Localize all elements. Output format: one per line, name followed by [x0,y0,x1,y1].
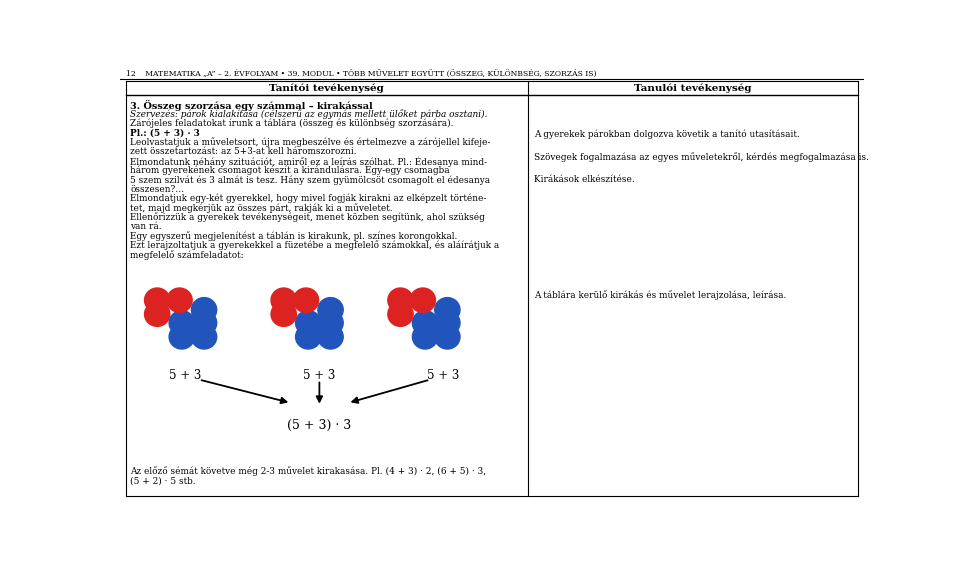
Text: összesen?…: összesen?… [131,185,184,194]
Text: A táblára kerülő kirákás és művelet lerajzolása, leírása.: A táblára kerülő kirákás és művelet lera… [534,290,786,300]
Text: van rá.: van rá. [131,222,162,231]
Ellipse shape [435,325,460,349]
Text: Kirákások elkészítése.: Kirákások elkészítése. [534,175,635,184]
Ellipse shape [294,288,319,312]
Ellipse shape [413,311,438,335]
Text: (5 + 3) · 3: (5 + 3) · 3 [287,419,351,432]
Text: Tanulói tevékenység: Tanulói tevékenység [635,83,752,93]
Text: (5 + 2) · 5 stb.: (5 + 2) · 5 stb. [131,477,196,486]
Text: 5 szem szilvát és 3 almát is tesz. Hány szem gyümölcsöt csomagolt el édesanya: 5 szem szilvát és 3 almát is tesz. Hány … [131,175,491,185]
Ellipse shape [271,302,297,327]
Ellipse shape [296,311,321,335]
Ellipse shape [435,298,460,322]
Text: Zárójeles feladatokat írunk a táblára (összeg és különbség szorzására).: Zárójeles feladatokat írunk a táblára (ö… [131,119,454,128]
Ellipse shape [191,311,217,335]
Ellipse shape [435,311,460,335]
Text: 5 + 3: 5 + 3 [169,368,202,381]
Text: Ellenőrizzük a gyerekek tevékenységeit, menet közben segítünk, ahol szükség: Ellenőrizzük a gyerekek tevékenységeit, … [131,213,486,222]
Text: 5 + 3: 5 + 3 [303,368,336,381]
Text: Leolvastatjuk a műveletsort, újra megbeszélve és értelmezve a zárójellel kifeje-: Leolvastatjuk a műveletsort, újra megbes… [131,138,491,147]
Text: Szervezés: párok kialakítása (célszerű az egymás mellett ülőket párba osztani).: Szervezés: párok kialakítása (célszerű a… [131,110,488,119]
Text: Pl.: (5 + 3) · 3: Pl.: (5 + 3) · 3 [131,128,201,138]
Ellipse shape [410,288,436,312]
Text: Szövegek fogalmazása az egyes műveletekről, kérdés megfogalmazása is.: Szövegek fogalmazása az egyes műveletekr… [534,152,869,162]
Text: 3. Összeg szorzása egy számmal – kirakással: 3. Összeg szorzása egy számmal – kirakás… [131,100,373,112]
Text: Tanítói tevékenység: Tanítói tevékenység [270,83,384,93]
Text: Egy egyszerű megjelenítést a táblán is kirakunk, pl. színes korongokkal.: Egy egyszerű megjelenítést a táblán is k… [131,231,458,241]
Text: tet, majd megkérjük az összes párt, rakják ki a műveletet.: tet, majd megkérjük az összes párt, rakj… [131,203,393,213]
Ellipse shape [167,288,192,312]
Ellipse shape [145,302,170,327]
Text: megfelelő számfeladatot:: megfelelő számfeladatot: [131,250,244,260]
Text: három gyerekének csomagot készít a kirándulásra. Egy-egy csomagba: három gyerekének csomagot készít a kirán… [131,166,450,175]
Text: zett összetartozást: az 5+3-at kell háromszorozni.: zett összetartozást: az 5+3-at kell háro… [131,147,357,156]
Ellipse shape [271,288,297,312]
Ellipse shape [388,302,413,327]
Text: Elmondatunk néhány szituációt, amiről ez a leírás szólhat. Pl.: Édesanya mind-: Elmondatunk néhány szituációt, amiről ez… [131,156,488,167]
Text: Elmondatjuk egy-két gyerekkel, hogy mivel fogják kirakni az elképzelt történe-: Elmondatjuk egy-két gyerekkel, hogy mive… [131,194,487,203]
Ellipse shape [191,298,217,322]
Ellipse shape [318,298,344,322]
Text: Ezt lerajzoltatjuk a gyerekekkel a füzetébe a megfelelő számokkal, és aláírátjuk: Ezt lerajzoltatjuk a gyerekekkel a füzet… [131,241,499,250]
Text: 12    MATEMATIKA „A” – 2. ÉVFOLYAM • 39. MODUL • TÖBB MŰVELET EGYÜTT (ÖSSZEG, KÜ: 12 MATEMATIKA „A” – 2. ÉVFOLYAM • 39. MO… [126,70,596,78]
Ellipse shape [296,325,321,349]
Text: 5 + 3: 5 + 3 [427,368,460,381]
Ellipse shape [191,325,217,349]
Text: A gyerekek párokban dolgozva követik a tanító utasításait.: A gyerekek párokban dolgozva követik a t… [534,130,800,139]
Ellipse shape [169,325,194,349]
Ellipse shape [318,325,344,349]
Ellipse shape [169,311,194,335]
Text: Az előző sémát követve még 2-3 művelet kirakasása. Pl. (4 + 3) · 2, (6 + 5) · 3,: Az előző sémát követve még 2-3 művelet k… [131,467,487,477]
Ellipse shape [388,288,413,312]
Ellipse shape [145,288,170,312]
Ellipse shape [318,311,344,335]
Ellipse shape [413,325,438,349]
